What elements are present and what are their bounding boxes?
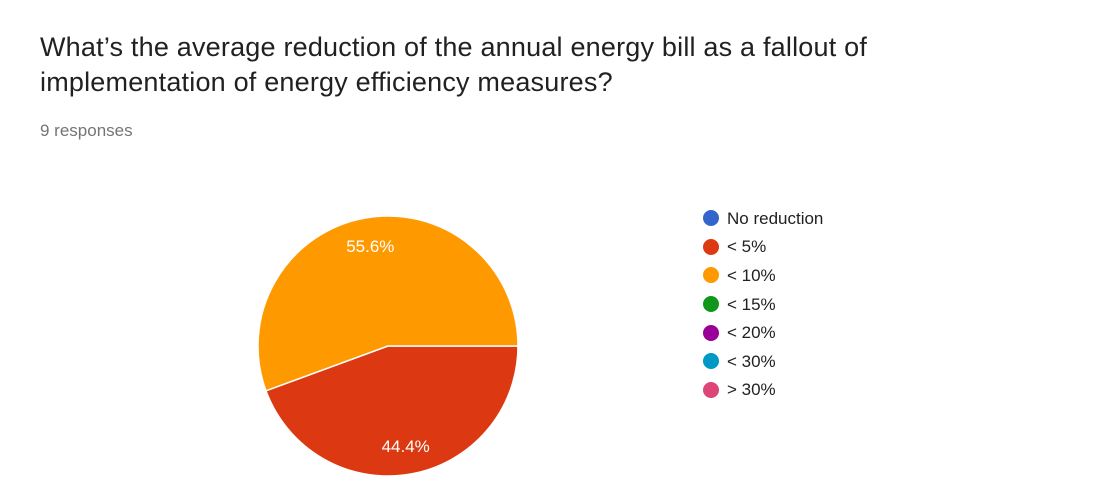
- legend-item-no-reduction: No reduction: [703, 204, 823, 233]
- legend-item-lt-30: < 30%: [703, 347, 823, 376]
- legend-color-dot-icon: [703, 210, 719, 227]
- question-title: What’s the average reduction of the annu…: [40, 32, 868, 97]
- legend-label: < 10%: [727, 265, 776, 285]
- legend-label: No reduction: [727, 208, 824, 228]
- pie-slice-label: 55.6%: [346, 237, 394, 256]
- legend-color-dot-icon: [703, 267, 719, 284]
- chart-legend: No reduction < 5% < 10% < 15% < 20% < 30% > 30…: [703, 204, 823, 404]
- legend-label: < 15%: [727, 294, 776, 314]
- legend-color-dot-icon: [703, 381, 719, 398]
- legend-label: > 30%: [727, 380, 776, 400]
- legend-color-dot-icon: [703, 296, 719, 313]
- legend-color-dot-icon: [703, 238, 719, 255]
- legend-label: < 20%: [727, 323, 776, 343]
- responses-count: 9 responses: [40, 121, 133, 140]
- legend-item-gt-30: > 30%: [703, 376, 823, 405]
- legend-label: < 5%: [727, 237, 767, 257]
- legend-color-dot-icon: [703, 324, 719, 341]
- pie-slice-lt-5[interactable]: [264, 345, 519, 477]
- pie-slice-label: 44.4%: [382, 437, 430, 456]
- pie-slice-lt-10[interactable]: [257, 215, 519, 392]
- legend-item-lt-20: < 20%: [703, 318, 823, 347]
- legend-item-lt-5: < 5%: [703, 233, 823, 262]
- legend-label: < 30%: [727, 351, 776, 371]
- legend-color-dot-icon: [703, 353, 719, 370]
- legend-item-lt-15: < 15%: [703, 290, 823, 319]
- legend-item-lt-10: < 10%: [703, 261, 823, 290]
